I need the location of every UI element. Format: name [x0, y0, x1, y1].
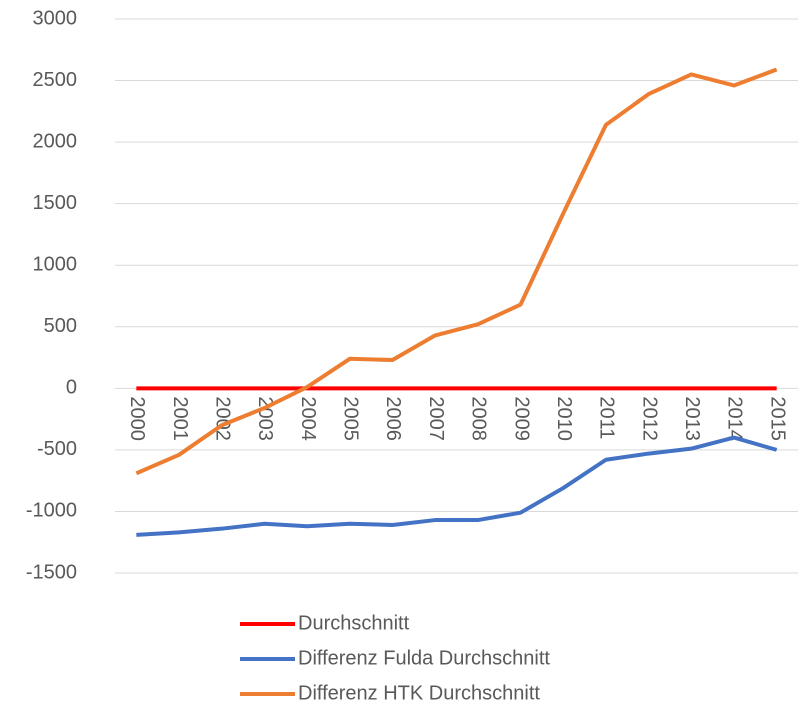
x-tick-label: 2010 [553, 396, 575, 441]
y-tick-label: 1500 [33, 192, 78, 214]
y-tick-label: 2000 [33, 130, 78, 152]
x-tick-label: 2008 [468, 396, 490, 441]
legend-label: Differenz HTK Durchschnitt [298, 682, 540, 704]
x-tick-label: 2009 [510, 396, 532, 441]
x-tick-label: 2002 [211, 396, 233, 441]
series-line [136, 435, 778, 537]
x-tick-label: 2014 [724, 396, 746, 441]
y-tick-label: 3000 [33, 7, 78, 29]
x-tick-label: 2011 [596, 396, 618, 439]
x-tick-label: 2001 [169, 396, 191, 441]
x-tick-label: 2015 [766, 396, 788, 441]
series-line [135, 67, 778, 476]
y-tick-label: 1000 [33, 254, 78, 276]
legend-label: Durchschnitt [298, 612, 410, 634]
x-tick-label: 2012 [638, 396, 660, 441]
y-tick-label: 0 [66, 377, 77, 399]
y-tick-label: -500 [37, 438, 77, 460]
y-tick-label: -1000 [26, 500, 77, 522]
x-tick-label: 2000 [126, 396, 148, 441]
legend-label: Differenz Fulda Durchschnitt [298, 647, 550, 669]
y-tick-label: -1500 [26, 561, 77, 583]
x-tick-label: 2013 [681, 396, 703, 441]
x-tick-label: 2003 [254, 396, 276, 441]
y-tick-label: 2500 [33, 69, 78, 91]
x-tick-label: 2005 [340, 396, 362, 441]
x-tick-label: 2004 [297, 396, 319, 441]
x-tick-label: 2007 [425, 396, 447, 441]
y-tick-label: 500 [44, 315, 77, 337]
x-tick-label: 2006 [382, 396, 404, 441]
